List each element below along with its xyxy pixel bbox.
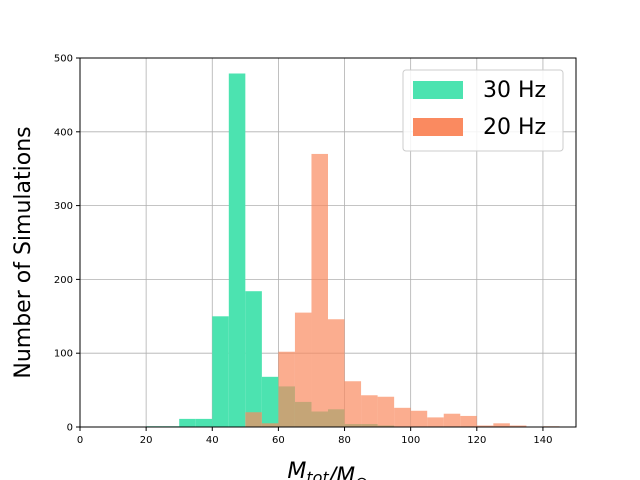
axis-labels: Number of Simulations Mtot/M⊙: [11, 126, 369, 480]
y-tick-label: 500: [54, 54, 73, 65]
bar: [394, 407, 411, 427]
x-tick-label: 80: [338, 435, 351, 446]
bar: [427, 417, 444, 427]
series-1: [245, 153, 560, 427]
plot-frame: [79, 57, 577, 428]
x-axis-label: Mtot/M⊙: [287, 459, 368, 480]
x-tick-label: 120: [467, 435, 486, 446]
y-tick-label: 400: [54, 127, 73, 138]
bar: [245, 291, 262, 427]
x-tick-label: 140: [533, 435, 552, 446]
legend-label: 30 Hz: [483, 78, 546, 103]
bar: [261, 376, 279, 427]
bar: [344, 381, 362, 427]
x-tick-label: 20: [140, 435, 153, 446]
bar: [261, 423, 279, 427]
bar: [361, 395, 378, 427]
y-tick-label: 100: [54, 349, 73, 360]
legend-swatch: [413, 118, 463, 136]
legend-label: 20 Hz: [483, 115, 546, 140]
bar: [509, 425, 527, 427]
bar: [294, 312, 312, 427]
bar: [460, 415, 477, 427]
bars: [146, 73, 560, 428]
bar: [476, 425, 494, 427]
legend: 30 Hz 20 Hz: [402, 69, 564, 152]
series-0: [146, 73, 395, 428]
bar: [228, 73, 246, 428]
bar: [212, 316, 229, 427]
y-tick-label: 0: [67, 423, 73, 434]
bar: [377, 396, 395, 427]
bar: [410, 410, 428, 427]
x-tick-label: 40: [206, 435, 219, 446]
x-tick-label: 100: [401, 435, 420, 446]
x-tick-label: 0: [77, 435, 83, 446]
y-axis-label: Number of Simulations: [11, 126, 36, 378]
y-tick-label: 300: [54, 201, 73, 212]
axes: [79, 57, 577, 428]
bar: [328, 319, 345, 427]
bar: [245, 412, 262, 427]
bar: [195, 418, 213, 427]
bar: [278, 351, 295, 427]
bar: [179, 418, 196, 427]
bar: [311, 153, 328, 427]
ticks: 0 20 40 60 80 100 120 140 0 100 200 300 400 500: [54, 54, 553, 447]
bar: [493, 423, 510, 427]
y-tick-label: 200: [54, 275, 73, 286]
bar: [443, 413, 461, 427]
x-tick-label: 60: [272, 435, 285, 446]
legend-swatch: [413, 81, 463, 99]
